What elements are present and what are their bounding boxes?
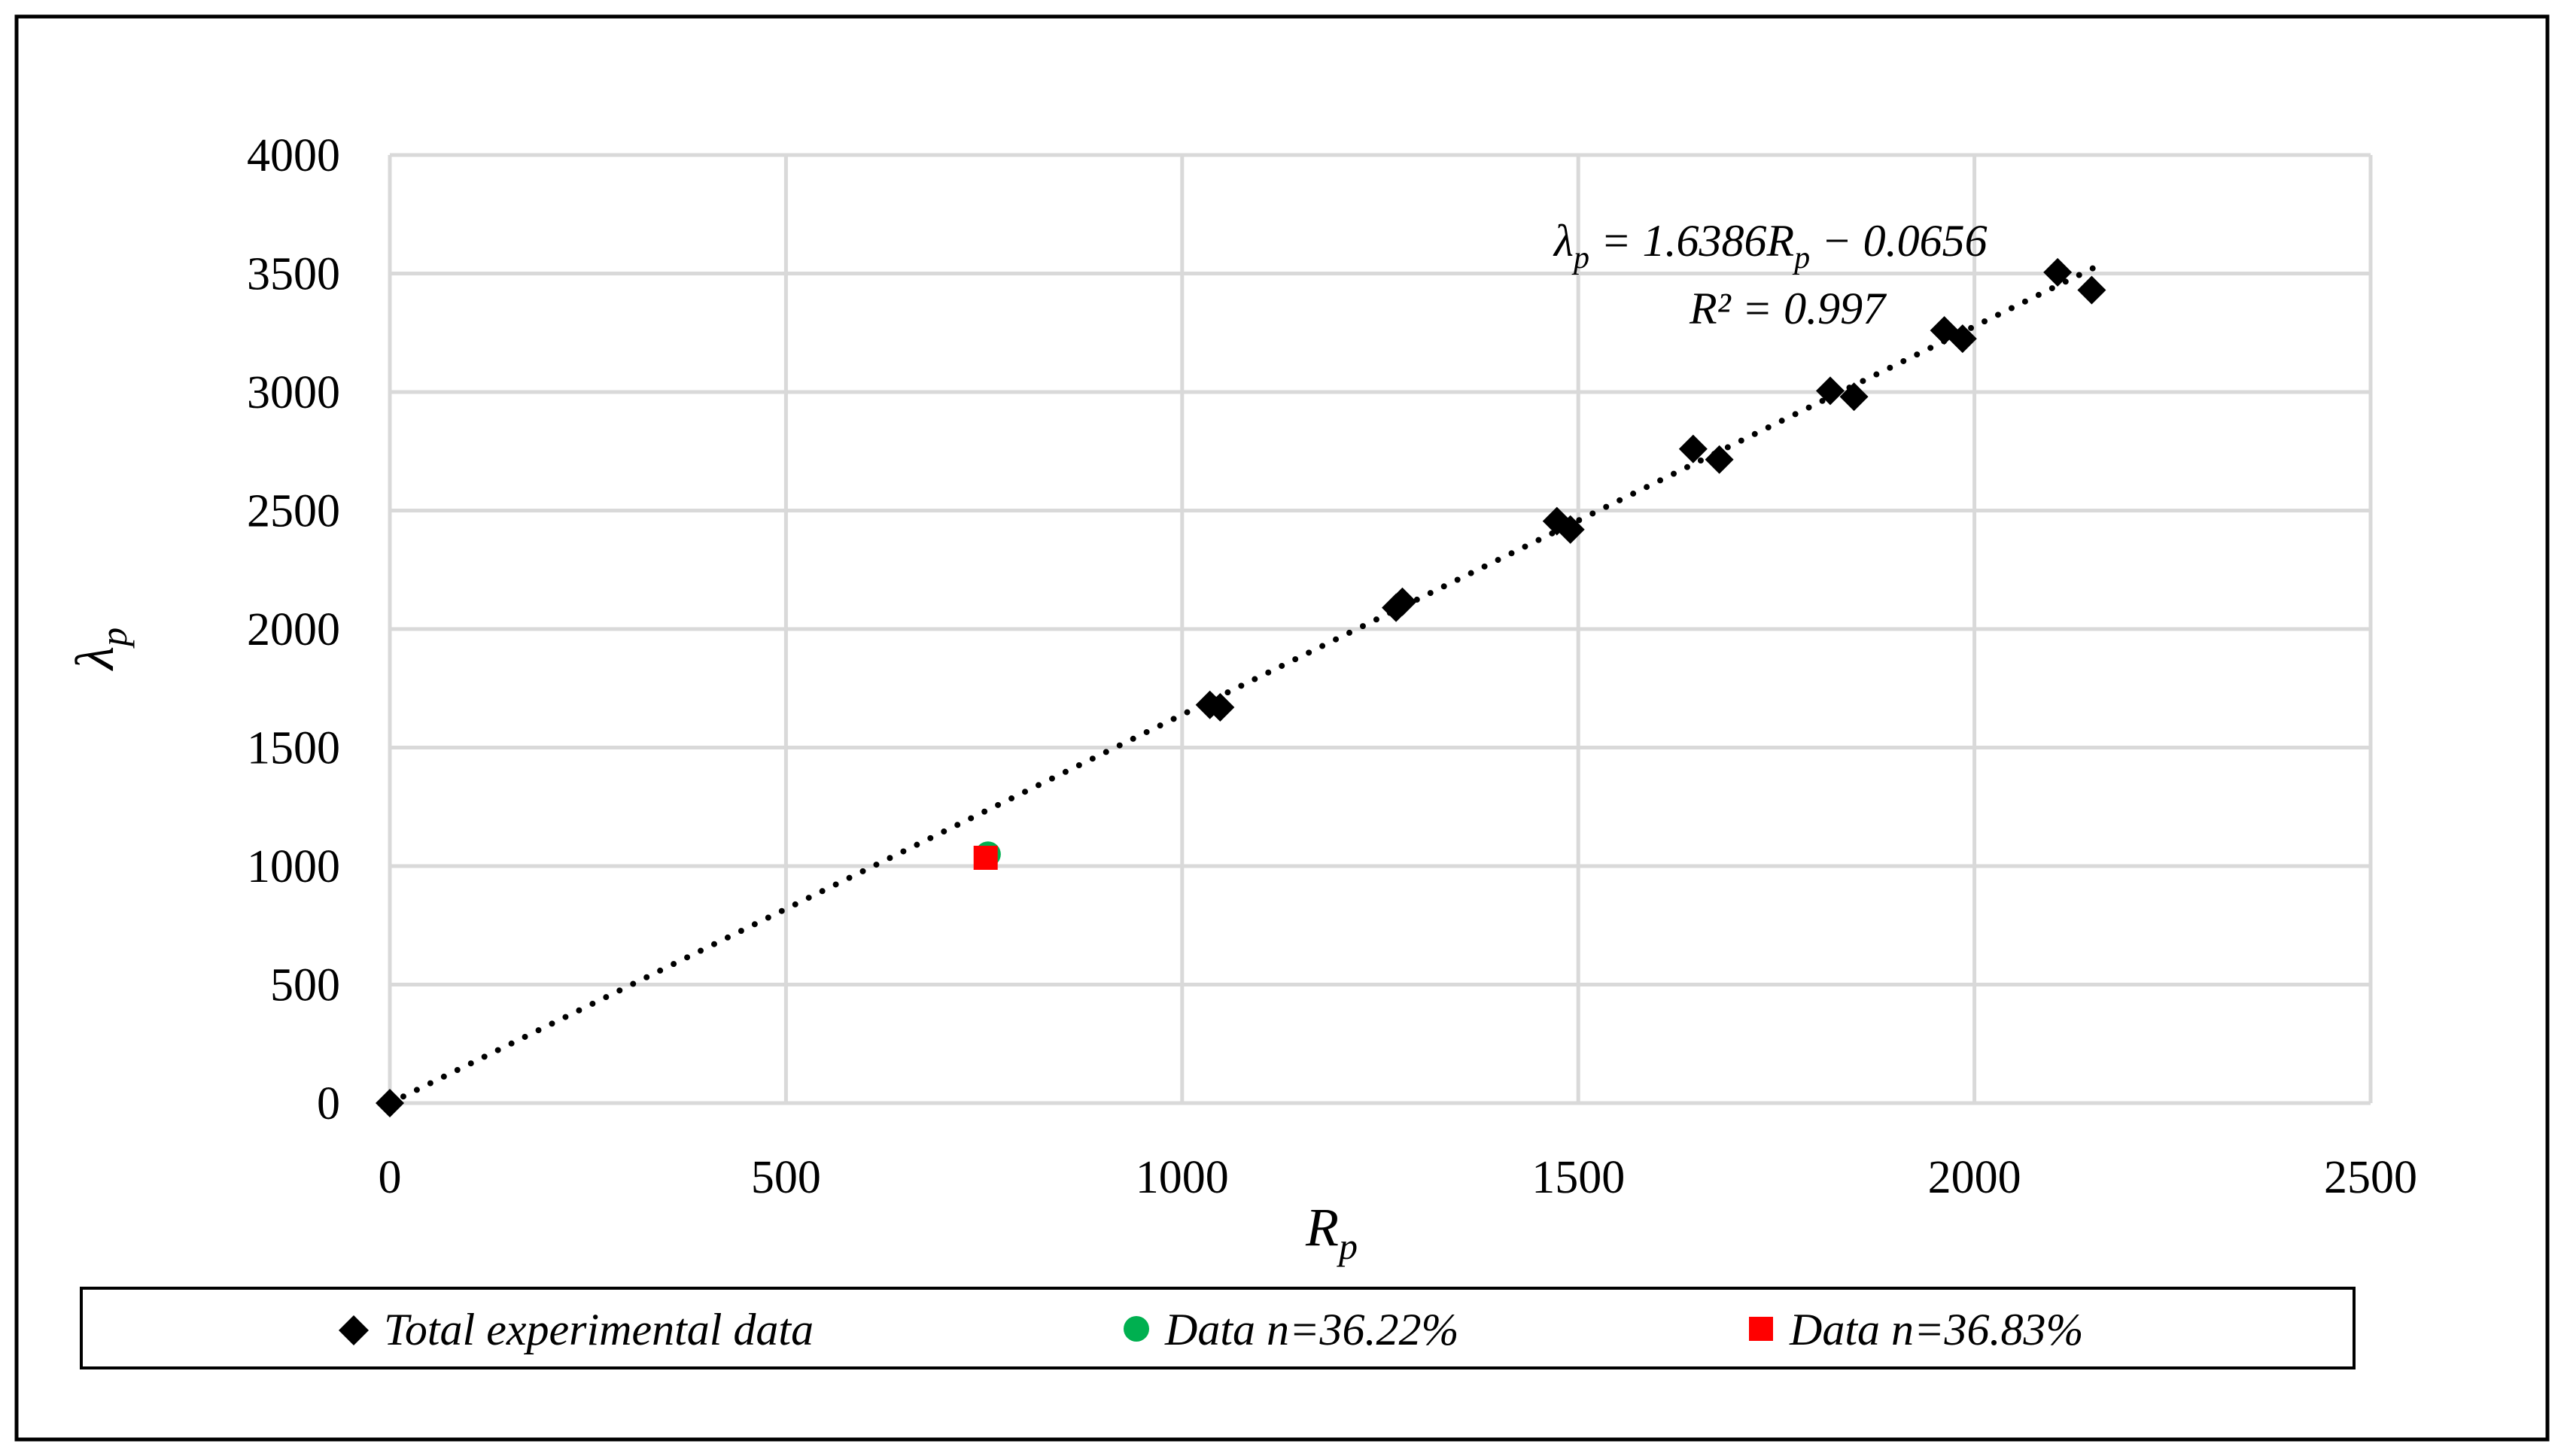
- y-tick-label-500: 500: [270, 960, 340, 1011]
- y-tick-label-2500: 2500: [247, 486, 340, 537]
- point-series0-14: [2077, 275, 2106, 305]
- equation-rhs: − 0.0656: [1810, 216, 1988, 266]
- y-axis-label: λp: [65, 628, 135, 671]
- point-series0-2: [1206, 692, 1235, 722]
- point-series0-12: [1948, 324, 1977, 354]
- trendline-group: [387, 265, 2097, 1107]
- legend-label-total: Total experimental data: [384, 1305, 814, 1354]
- legend-box: [80, 1287, 2356, 1369]
- point-series0-0: [376, 1089, 404, 1117]
- x-tick-labels: 0 500 1000 1500 2000 2500: [379, 1152, 2418, 1203]
- y-tick-label-4000: 4000: [247, 130, 340, 181]
- x-axis-label-main: R: [1305, 1197, 1339, 1257]
- equation-label: λp = 1.6386Rp − 0.0656: [1553, 216, 1988, 275]
- x-tick-label-1000: 1000: [1136, 1152, 1229, 1203]
- r-squared-label: R² = 0.997: [1689, 284, 1887, 333]
- trendline: [387, 265, 2097, 1107]
- x-tick-label-1500: 1500: [1531, 1152, 1625, 1203]
- equation-lhs: λ: [1553, 216, 1574, 266]
- x-axis-label: Rp: [1305, 1197, 1358, 1267]
- equation-mid: = 1.6386R: [1589, 216, 1794, 266]
- legend-label-n3622: Data n=36.22%: [1164, 1305, 1458, 1354]
- y-tick-label-3000: 3000: [247, 367, 340, 418]
- y-tick-label-0: 0: [317, 1078, 340, 1129]
- point-series0-6: [1556, 515, 1585, 544]
- legend-marker-total: [339, 1315, 369, 1345]
- point-series0-8: [1705, 445, 1734, 474]
- x-axis-label-sub: p: [1337, 1225, 1358, 1267]
- outer-frame: [14, 14, 2550, 1442]
- x-tick-label-500: 500: [751, 1152, 821, 1203]
- point-series0-4: [1388, 587, 1417, 616]
- point-series0-13: [2043, 257, 2073, 287]
- x-tick-label-0: 0: [379, 1152, 402, 1203]
- grid: [388, 153, 2373, 1105]
- legend: Total experimental data Data n=36.22% Da…: [80, 1287, 2356, 1369]
- equation-lhs-sub: p: [1571, 241, 1589, 275]
- x-tick-label-2000: 2000: [1928, 1152, 2021, 1203]
- points-group: [376, 257, 2106, 1117]
- point-series2-0: [973, 845, 998, 870]
- y-axis-label-sub: p: [93, 628, 135, 649]
- point-series0-7: [1678, 434, 1708, 464]
- equation-mid-sub: p: [1792, 241, 1810, 275]
- y-axis-label-main: λ: [65, 646, 125, 671]
- point-series0-9: [1815, 376, 1845, 406]
- y-tick-label-1500: 1500: [247, 723, 340, 774]
- x-tick-label-2500: 2500: [2324, 1152, 2417, 1203]
- y-tick-label-3500: 3500: [247, 249, 340, 300]
- y-tick-label-2000: 2000: [247, 604, 340, 655]
- legend-marker-n3622: [1124, 1316, 1149, 1342]
- point-series0-10: [1839, 382, 1869, 412]
- y-tick-label-1000: 1000: [247, 841, 340, 892]
- legend-label-n3683: Data n=36.83%: [1789, 1305, 2083, 1354]
- legend-marker-n3683: [1749, 1317, 1773, 1341]
- y-tick-labels: 0 500 1000 1500 2000 2500 3000 3500 4000: [247, 130, 340, 1129]
